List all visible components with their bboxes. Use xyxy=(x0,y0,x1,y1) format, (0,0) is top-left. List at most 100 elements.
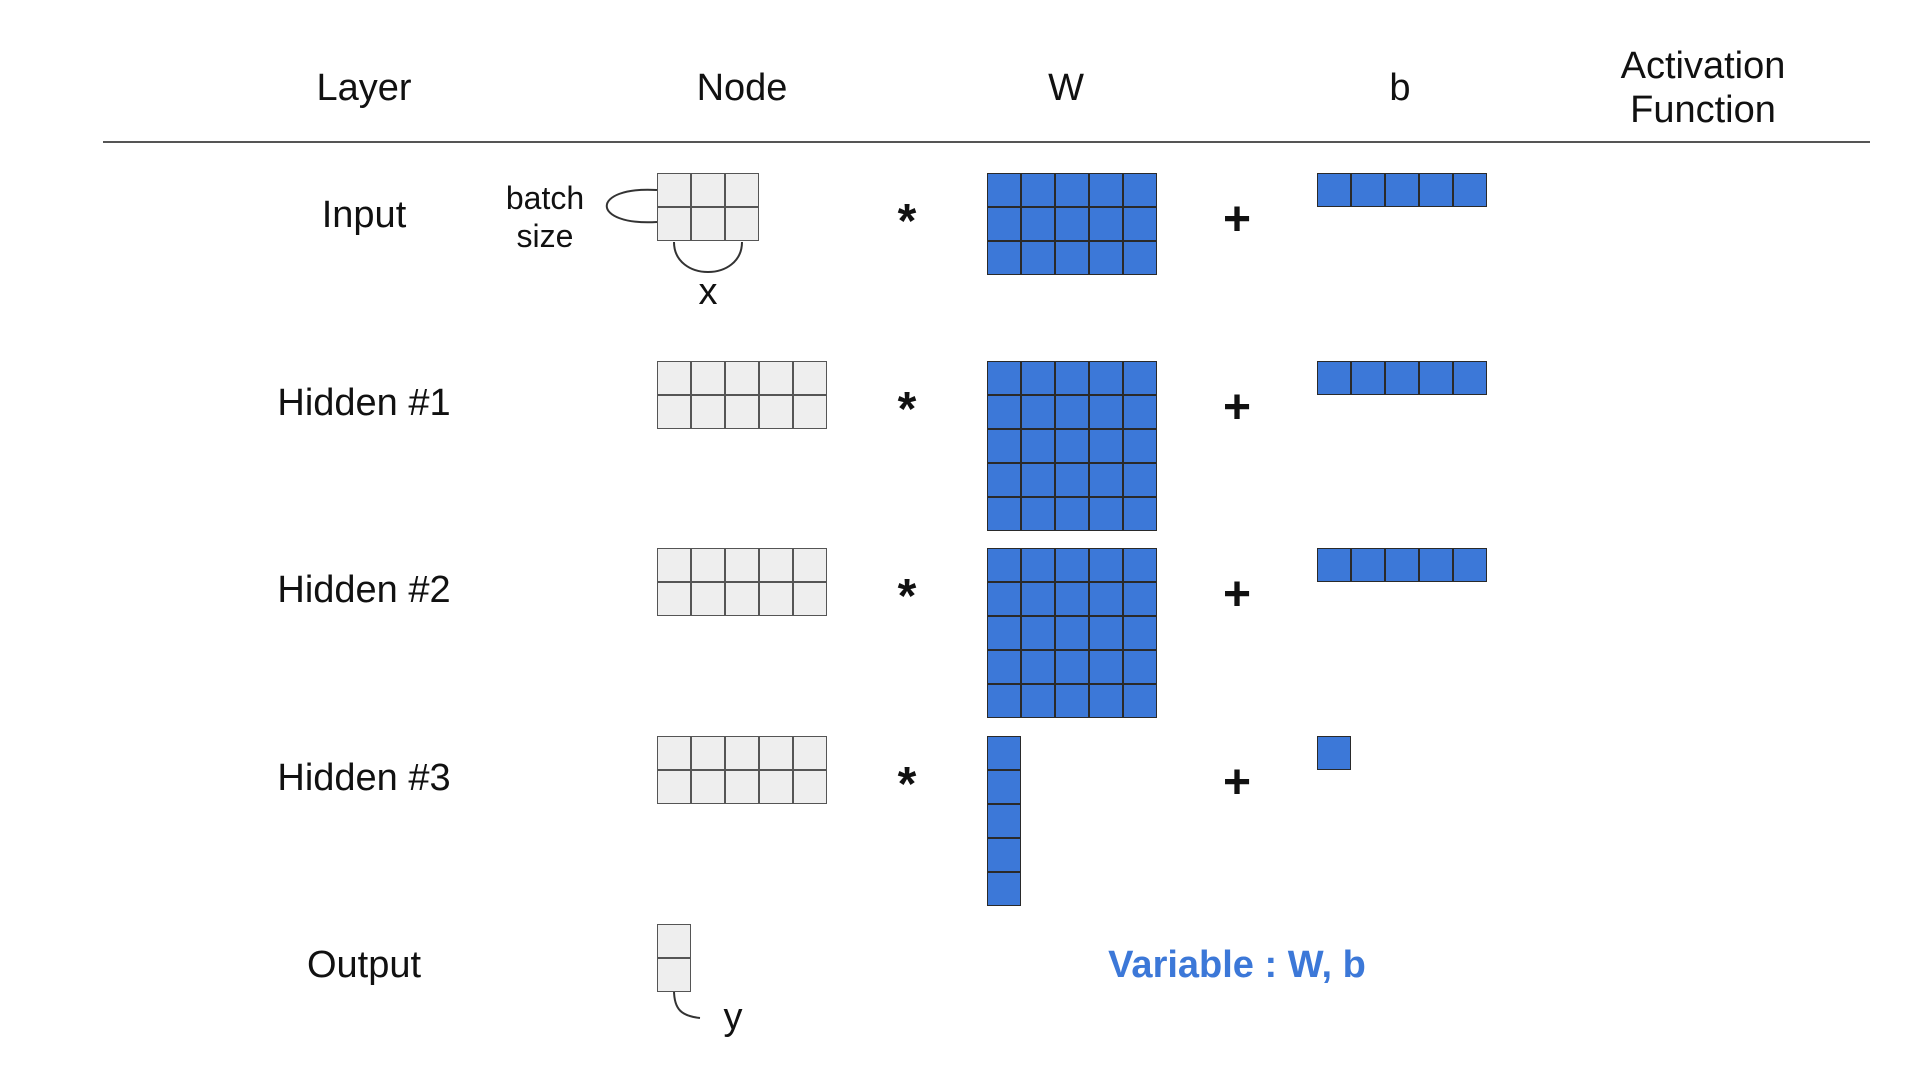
node-cell xyxy=(759,770,793,804)
variable-cell xyxy=(1089,548,1123,582)
node-matrix-output xyxy=(657,924,691,992)
node-cell xyxy=(725,361,759,395)
node-cell xyxy=(657,924,691,958)
node-cell xyxy=(725,770,759,804)
variable-cell xyxy=(1021,241,1055,275)
weight-matrix-hidden-1 xyxy=(987,361,1157,531)
variable-cell xyxy=(987,838,1021,872)
node-matrix-hidden-3 xyxy=(657,736,827,804)
variable-cell xyxy=(1021,207,1055,241)
plus-sign-hidden-3: + xyxy=(1222,756,1252,809)
variable-cell xyxy=(1419,361,1453,395)
node-cell xyxy=(657,207,691,241)
node-cell xyxy=(759,582,793,616)
variable-cell xyxy=(1055,241,1089,275)
node-cell xyxy=(793,395,827,429)
variable-cell xyxy=(1089,497,1123,531)
row-label-input: Input xyxy=(321,194,407,236)
variable-cell xyxy=(1089,173,1123,207)
variable-cell xyxy=(1123,395,1157,429)
variable-cell xyxy=(1021,361,1055,395)
variable-cell xyxy=(1055,361,1089,395)
variable-cell xyxy=(987,429,1021,463)
variable-cell xyxy=(1055,548,1089,582)
variable-cell xyxy=(1351,548,1385,582)
bias-vector-hidden-2 xyxy=(1317,548,1487,582)
header-b: b xyxy=(1389,67,1411,109)
variable-cell xyxy=(1089,361,1123,395)
bias-vector-hidden-1 xyxy=(1317,361,1487,395)
y-hook xyxy=(673,989,701,1019)
variable-cell xyxy=(1123,684,1157,718)
variable-cell xyxy=(1055,582,1089,616)
batch-size-label-line2: size xyxy=(516,218,574,254)
header-w: W xyxy=(1048,67,1084,109)
plus-sign-input: + xyxy=(1222,193,1252,246)
node-cell xyxy=(657,361,691,395)
weight-matrix-hidden-3 xyxy=(987,736,1021,906)
header-node: Node xyxy=(696,67,788,109)
variable-cell xyxy=(1123,173,1157,207)
variable-cell xyxy=(987,241,1021,275)
variable-cell xyxy=(1021,463,1055,497)
variable-cell xyxy=(1123,497,1157,531)
header-layer: Layer xyxy=(316,67,412,109)
variable-cell xyxy=(1385,173,1419,207)
row-label-output: Output xyxy=(306,944,422,986)
variable-legend: Variable : W, b xyxy=(1108,944,1366,986)
variable-cell xyxy=(1123,548,1157,582)
variable-cell xyxy=(1089,616,1123,650)
variable-cell xyxy=(1453,173,1487,207)
node-cell xyxy=(691,173,725,207)
multiply-sign-hidden-1: * xyxy=(897,383,917,436)
variable-cell xyxy=(1055,650,1089,684)
variable-cell xyxy=(1021,548,1055,582)
variable-cell xyxy=(1021,429,1055,463)
variable-cell xyxy=(987,736,1021,770)
variable-cell xyxy=(1055,395,1089,429)
node-cell xyxy=(725,548,759,582)
variable-cell xyxy=(1021,497,1055,531)
variable-cell xyxy=(1123,650,1157,684)
variable-cell xyxy=(1089,684,1123,718)
variable-cell xyxy=(987,616,1021,650)
row-label-hidden-3: Hidden #3 xyxy=(277,757,451,799)
node-cell xyxy=(759,361,793,395)
variable-cell xyxy=(1317,548,1351,582)
node-matrix-input xyxy=(657,173,759,241)
variable-cell xyxy=(1123,582,1157,616)
variable-cell xyxy=(987,650,1021,684)
node-cell xyxy=(657,582,691,616)
bias-vector-hidden-3 xyxy=(1317,736,1351,770)
node-cell xyxy=(691,770,725,804)
multiply-sign-hidden-2: * xyxy=(897,570,917,623)
variable-cell xyxy=(1089,582,1123,616)
node-cell xyxy=(657,770,691,804)
variable-cell xyxy=(1453,548,1487,582)
header-activation-line2: Function xyxy=(1630,89,1776,131)
variable-cell xyxy=(1021,616,1055,650)
variable-cell xyxy=(987,684,1021,718)
variable-cell xyxy=(987,872,1021,906)
variable-cell xyxy=(1317,173,1351,207)
node-cell xyxy=(759,736,793,770)
variable-cell xyxy=(1055,173,1089,207)
bias-vector-input xyxy=(1317,173,1487,207)
variable-cell xyxy=(1089,207,1123,241)
variable-cell xyxy=(1089,429,1123,463)
variable-cell xyxy=(1055,207,1089,241)
weight-matrix-hidden-2 xyxy=(987,548,1157,718)
node-cell xyxy=(725,207,759,241)
variable-cell xyxy=(1021,173,1055,207)
multiply-sign-hidden-3: * xyxy=(897,758,917,811)
variable-cell xyxy=(987,463,1021,497)
header-activation-line1: Activation xyxy=(1620,45,1786,87)
node-cell xyxy=(725,736,759,770)
node-cell xyxy=(691,207,725,241)
variable-cell xyxy=(1021,684,1055,718)
variable-cell xyxy=(987,582,1021,616)
plus-sign-hidden-2: + xyxy=(1222,568,1252,621)
node-cell xyxy=(657,548,691,582)
node-cell xyxy=(691,395,725,429)
